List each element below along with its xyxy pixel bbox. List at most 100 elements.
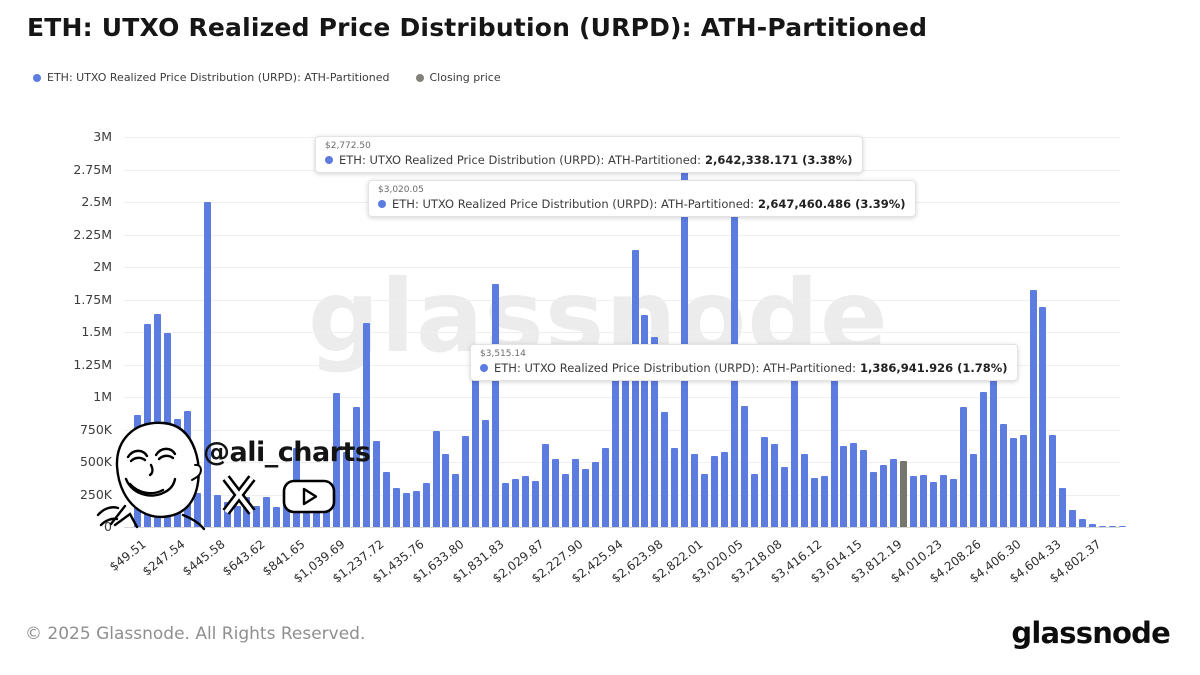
urpd-bar[interactable]: [880, 464, 888, 527]
urpd-bar[interactable]: [153, 313, 161, 527]
urpd-bar[interactable]: [313, 508, 321, 527]
urpd-bar[interactable]: [959, 406, 967, 527]
urpd-bar[interactable]: [1059, 488, 1067, 527]
urpd-bar[interactable]: [333, 393, 340, 527]
y-gridline: [124, 267, 1120, 268]
urpd-bar[interactable]: [999, 423, 1007, 527]
urpd-bar[interactable]: [382, 472, 390, 527]
urpd-bar[interactable]: [561, 473, 569, 527]
urpd-bar[interactable]: [870, 471, 878, 527]
urpd-bar[interactable]: [1109, 526, 1117, 527]
urpd-bar[interactable]: [721, 452, 729, 527]
urpd-bar[interactable]: [263, 497, 271, 527]
tooltip-series-dot-icon: [325, 156, 333, 164]
urpd-bar[interactable]: [920, 475, 928, 527]
urpd-bar[interactable]: [1009, 437, 1017, 527]
urpd-bar[interactable]: [283, 503, 291, 527]
urpd-bar[interactable]: [462, 436, 470, 527]
urpd-bar[interactable]: [830, 346, 838, 527]
urpd-bar[interactable]: [213, 494, 221, 527]
urpd-bar[interactable]: [432, 430, 440, 527]
urpd-bar[interactable]: [770, 443, 778, 527]
urpd-bar[interactable]: [203, 202, 211, 527]
urpd-bar[interactable]: [790, 378, 798, 527]
urpd-bar[interactable]: [611, 377, 619, 527]
urpd-bar[interactable]: [820, 476, 828, 527]
urpd-bar[interactable]: [541, 444, 549, 527]
urpd-bar[interactable]: [930, 481, 937, 527]
urpd-bar[interactable]: [472, 369, 480, 527]
urpd-bar[interactable]: [253, 505, 261, 527]
urpd-bar[interactable]: [621, 377, 629, 527]
urpd-bar[interactable]: [323, 506, 331, 527]
urpd-bar[interactable]: [890, 458, 898, 527]
urpd-bar[interactable]: [342, 451, 350, 527]
urpd-bar[interactable]: [631, 250, 639, 527]
urpd-bar[interactable]: [532, 480, 539, 527]
urpd-bar[interactable]: [681, 139, 689, 527]
tooltip-value: 2,642,338.171 (3.38%): [704, 153, 853, 167]
legend-item-urpd[interactable]: ETH: UTXO Realized Price Distribution (U…: [33, 71, 390, 84]
urpd-bar[interactable]: [1039, 307, 1047, 527]
urpd-bar[interactable]: [223, 502, 231, 527]
urpd-bar[interactable]: [442, 454, 450, 527]
urpd-bar[interactable]: [800, 454, 808, 527]
urpd-bar[interactable]: [949, 478, 957, 527]
urpd-bar[interactable]: [979, 391, 987, 527]
urpd-bar[interactable]: [661, 411, 669, 527]
urpd-bar[interactable]: [482, 419, 490, 527]
urpd-bar[interactable]: [910, 476, 918, 527]
urpd-bar[interactable]: [362, 322, 370, 527]
urpd-bar[interactable]: [512, 478, 520, 527]
urpd-bar[interactable]: [581, 468, 589, 527]
urpd-bar[interactable]: [750, 473, 758, 527]
urpd-bar[interactable]: [1019, 435, 1027, 527]
urpd-bar[interactable]: [810, 477, 818, 527]
urpd-bar[interactable]: [641, 315, 649, 527]
urpd-bar[interactable]: [372, 441, 380, 527]
urpd-bar[interactable]: [412, 491, 420, 527]
urpd-bar[interactable]: [1079, 518, 1087, 527]
urpd-bar[interactable]: [1069, 510, 1077, 527]
urpd-bar[interactable]: [1089, 524, 1097, 527]
urpd-bar[interactable]: [571, 458, 579, 527]
legend-item-closing-price[interactable]: Closing price: [415, 71, 501, 84]
y-axis-tick-label: 2.5M: [81, 194, 112, 209]
urpd-bar[interactable]: [591, 462, 599, 527]
urpd-bar[interactable]: [671, 447, 679, 527]
urpd-bar[interactable]: [452, 474, 460, 527]
urpd-bar[interactable]: [601, 447, 609, 527]
urpd-bar[interactable]: [1049, 434, 1057, 527]
ali-charts-handle-watermark: @ali_charts: [203, 437, 371, 468]
urpd-bar[interactable]: [840, 446, 848, 527]
urpd-bar[interactable]: [402, 493, 410, 527]
urpd-bar[interactable]: [860, 450, 868, 527]
urpd-bar[interactable]: [701, 474, 709, 527]
urpd-bar[interactable]: [651, 337, 659, 527]
urpd-bar[interactable]: [422, 483, 430, 527]
urpd-bar[interactable]: [711, 456, 719, 527]
urpd-bar[interactable]: [492, 283, 500, 527]
urpd-bar[interactable]: [502, 482, 510, 527]
urpd-bar[interactable]: [969, 453, 977, 527]
urpd-bar[interactable]: [1099, 525, 1107, 527]
urpd-bar[interactable]: [740, 406, 748, 527]
urpd-bar[interactable]: [551, 459, 559, 527]
urpd-bar[interactable]: [691, 453, 699, 527]
urpd-bar[interactable]: [352, 407, 360, 527]
urpd-bar[interactable]: [780, 466, 788, 527]
urpd-bar[interactable]: [850, 443, 858, 527]
urpd-bar[interactable]: [989, 376, 997, 527]
urpd-bar[interactable]: [193, 493, 201, 527]
urpd-bar[interactable]: [1029, 290, 1037, 527]
urpd-bar[interactable]: [392, 488, 400, 527]
urpd-bar[interactable]: [233, 505, 241, 527]
urpd-bar[interactable]: [1119, 526, 1127, 527]
urpd-bar[interactable]: [760, 437, 768, 527]
y-axis-tick-label: 2.25M: [73, 226, 112, 242]
closing-price-bar[interactable]: [900, 461, 908, 527]
urpd-bar[interactable]: [939, 475, 947, 527]
urpd-bar[interactable]: [522, 476, 530, 527]
urpd-bar[interactable]: [273, 506, 281, 527]
